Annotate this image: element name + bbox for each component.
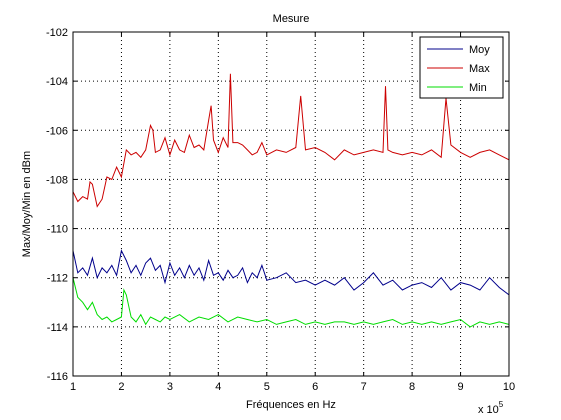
series-line-min (72, 277, 510, 328)
y-tick-label: -114 (47, 322, 68, 334)
chart-title: Mesure (273, 13, 310, 25)
x-tick-label: 7 (361, 381, 367, 393)
x-axis-label: Fréquences en Hz (246, 399, 336, 411)
x-tick-label: 3 (167, 381, 173, 393)
x-tick-label: 8 (409, 381, 415, 393)
x-tick-label: 4 (215, 381, 221, 393)
x-scale-multiplier: x 105 (478, 400, 504, 416)
y-tick-label: -116 (47, 371, 68, 383)
series-lines (72, 73, 510, 328)
y-axis-label: Max/Moy/Min en dBm (21, 151, 33, 257)
x-tick-label: 1 (70, 381, 76, 393)
plot-frame (72, 31, 510, 377)
series-line-moy (72, 249, 510, 296)
x-tick-label: 9 (457, 381, 463, 393)
legend-label-min: Min (469, 82, 487, 94)
x-axis-ticks: 1 2 3 4 5 6 7 8 9 10 (70, 32, 515, 393)
y-tick-label: -104 (46, 76, 68, 88)
legend: Moy Max Min (419, 36, 504, 99)
legend-label-max: Max (469, 63, 490, 75)
x-scale-base: x 10 (478, 404, 499, 416)
x-tick-label: 10 (503, 381, 515, 393)
x-tick-label: 6 (312, 381, 318, 393)
x-tick-label: 5 (264, 381, 270, 393)
x-tick-label: 2 (118, 381, 124, 393)
y-tick-label: -110 (47, 224, 68, 236)
series-line-max (72, 73, 510, 208)
y-axis-ticks: -102 -104 -106 -108 -110 -112 -114 -116 (46, 27, 509, 383)
y-tick-label: -112 (47, 273, 68, 285)
grid-lines (73, 32, 509, 376)
legend-label-moy: Moy (469, 44, 490, 56)
y-tick-label: -108 (46, 174, 68, 186)
y-tick-label: -102 (46, 27, 68, 39)
x-scale-exponent: 5 (499, 400, 504, 409)
y-tick-label: -106 (46, 125, 68, 137)
